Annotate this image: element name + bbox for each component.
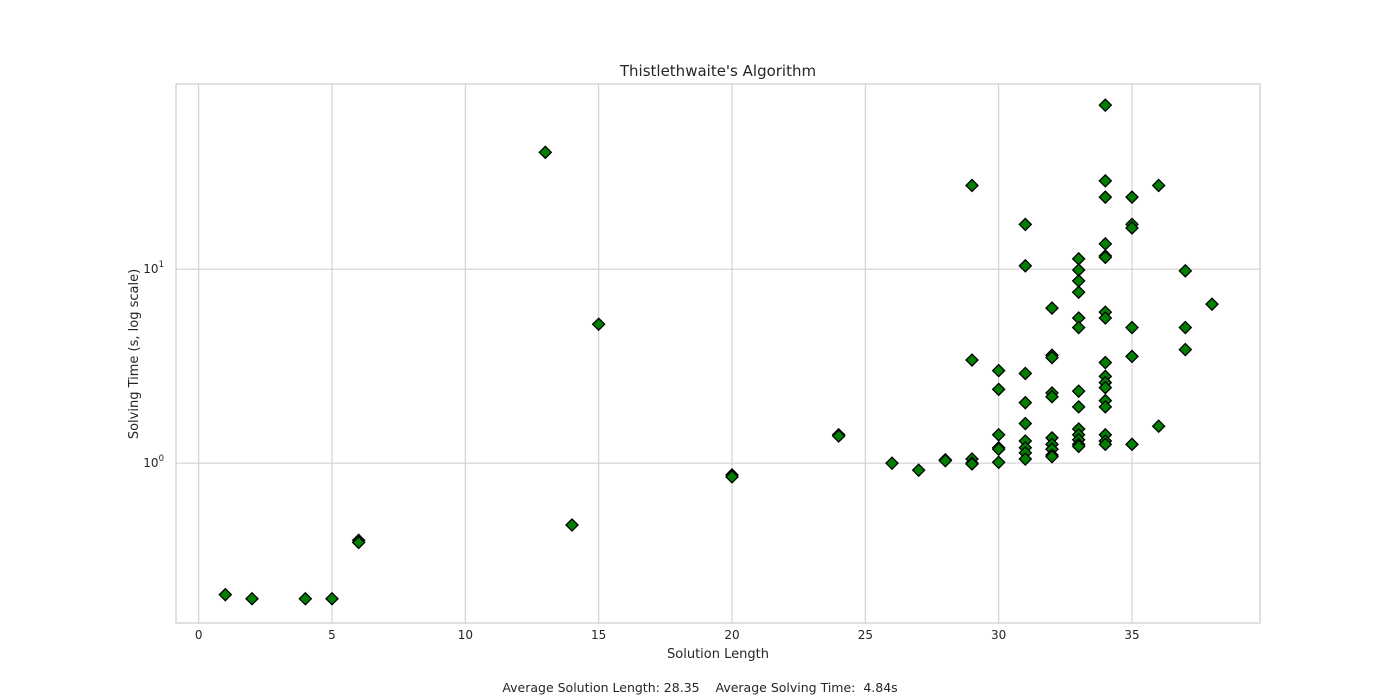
scatter-point <box>1125 320 1139 335</box>
average-solution-length: Average Solution Length: 28.35 <box>502 680 699 695</box>
scatter-point <box>325 591 339 606</box>
scatter-point <box>1071 251 1086 266</box>
scatter-point <box>1045 350 1059 365</box>
x-tick-label: 15 <box>591 628 606 642</box>
scatter-point <box>938 453 953 468</box>
scatter-point <box>1071 399 1086 414</box>
scatter-point <box>298 591 313 606</box>
grid <box>176 84 1260 623</box>
scatter-point <box>1098 98 1113 113</box>
y-tick-label: 101 <box>143 260 164 276</box>
scatter-point <box>218 587 233 602</box>
scatter-point <box>965 178 979 193</box>
scatter-point <box>1018 258 1033 273</box>
plot-frame <box>175 83 1261 624</box>
x-tick-label: 0 <box>195 628 203 642</box>
scatter-point <box>1018 452 1033 466</box>
scatter-point <box>1071 439 1086 454</box>
scatter-point <box>1098 311 1113 325</box>
scatter-point <box>1045 389 1059 404</box>
scatter-point <box>1205 297 1219 312</box>
scatter-point <box>351 535 366 550</box>
scatter-point <box>1018 366 1033 381</box>
scatter-point <box>1178 320 1193 335</box>
scatter-point <box>1178 263 1193 278</box>
summary-gap <box>700 680 716 695</box>
scatter-point <box>1018 416 1033 431</box>
scatter-point <box>1071 285 1086 300</box>
x-tick-label: 20 <box>724 628 739 642</box>
x-tick-label: 35 <box>1124 628 1139 642</box>
scatter-point <box>885 456 899 471</box>
x-tick-label: 30 <box>991 628 1006 642</box>
x-tick-label: 10 <box>458 628 473 642</box>
scatter-point <box>1125 437 1139 452</box>
x-axis-label: Solution Length <box>667 647 769 662</box>
scatter-point <box>1178 342 1193 357</box>
scatter-point <box>245 591 259 606</box>
scatter-point <box>1071 384 1086 399</box>
scatter-point <box>1071 320 1086 335</box>
y-tick-label: 100 <box>143 454 164 470</box>
y-axis-label: Solving Time (s, log scale) <box>127 269 142 439</box>
scatter-point <box>991 442 1006 457</box>
scatter-point <box>591 317 606 332</box>
scatter-point <box>1098 236 1113 251</box>
scatter-point <box>991 455 1006 470</box>
chart-title: Thistlethwaite's Algorithm <box>619 62 816 80</box>
scatter-point <box>1098 437 1113 452</box>
scatter-point <box>1125 221 1139 235</box>
scatter-point <box>991 363 1006 378</box>
scatter-point <box>1125 190 1139 205</box>
x-tick-label: 5 <box>328 628 336 642</box>
scatter-point <box>1018 217 1033 232</box>
scatter-point <box>1151 419 1166 434</box>
scatter-point <box>565 518 579 532</box>
scatter-point <box>1098 173 1113 188</box>
footer-summary: Average Solution Length: 28.35 Average S… <box>502 680 897 695</box>
scatter-point <box>991 382 1006 397</box>
scatter-point <box>538 145 553 160</box>
scatter-point <box>1151 178 1166 193</box>
scatter-point <box>1098 380 1113 395</box>
scatter-point <box>1098 250 1113 265</box>
scatter-point <box>725 469 739 484</box>
scatter-point <box>1098 190 1113 205</box>
scatter-point <box>1125 349 1139 364</box>
average-solving-time: Average Solving Time: 4.84s <box>716 680 898 695</box>
x-tick-label: 25 <box>858 628 873 642</box>
scatter-point <box>911 463 926 478</box>
scatter-points <box>218 98 1219 606</box>
scatter-point <box>1071 273 1086 288</box>
scatter-point <box>1045 301 1059 315</box>
scatter-point <box>1018 395 1033 410</box>
scatter-point <box>965 353 979 367</box>
scatter-point <box>965 457 979 471</box>
scatter-point <box>1098 355 1113 370</box>
scatter-point <box>831 429 846 443</box>
scatter-point <box>991 427 1006 442</box>
tick-labels: 0 5 10 15 20 25 30 35 100 101 <box>143 260 1139 642</box>
scatter-point <box>1098 399 1113 414</box>
scatter-point <box>1045 449 1059 464</box>
